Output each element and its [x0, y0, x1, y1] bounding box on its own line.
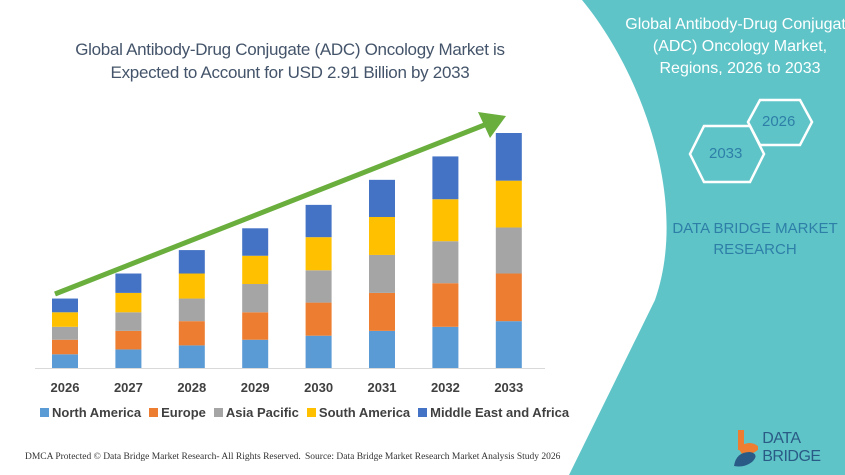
bar-segment-middle-east-and-africa-2029: [242, 228, 269, 256]
source-text: Source: Data Bridge Market Research Mark…: [305, 452, 561, 462]
bar-segment-north-america-2028: [178, 345, 205, 368]
bar-segment-south-america-2033: [495, 180, 522, 228]
bar-segment-north-america-2030: [305, 335, 332, 368]
logo: DATA BRIDGE: [730, 428, 845, 468]
bar-segment-middle-east-and-africa-2028: [178, 250, 205, 274]
bar-segment-south-america-2031: [369, 216, 395, 255]
chart-title: Global Antibody-Drug Conjugate (ADC) Onc…: [75, 40, 505, 82]
legend-swatch: [418, 408, 428, 417]
bar-segment-asia-pacific-2033: [495, 227, 522, 274]
x-tick-label: 2031: [368, 380, 397, 395]
legend-item: Middle East and Africa: [418, 405, 569, 420]
bar-segment-south-america-2032: [432, 199, 459, 242]
bar-segment-europe-2031: [369, 292, 395, 331]
side-panel: [569, 0, 845, 475]
bar-segment-europe-2029: [242, 312, 269, 340]
bar-segment-europe-2026: [52, 339, 78, 355]
bar-segment-europe-2032: [432, 283, 459, 327]
bar-segment-north-america-2026: [52, 354, 78, 368]
side-title-line: Global Antibody-Drug Conjugate: [625, 16, 845, 33]
x-tick-label: 2032: [431, 380, 460, 395]
brand-line: DATA BRIDGE MARKET: [672, 220, 838, 237]
logo-text: DATA BRIDGE: [762, 430, 821, 465]
bar-segment-middle-east-and-africa-2026: [52, 298, 78, 313]
bar-segment-north-america-2027: [115, 349, 142, 368]
hexagon-2026: [746, 98, 814, 147]
trend-arrow-head: [478, 112, 506, 138]
bar-segment-middle-east-and-africa-2033: [495, 133, 522, 181]
legend-label: South America: [318, 405, 411, 420]
hexagon-2033: [688, 124, 766, 184]
bar-segment-south-america-2028: [178, 273, 205, 299]
legend-swatch: [213, 408, 223, 417]
bar-segment-asia-pacific-2032: [432, 241, 459, 284]
bar-segment-south-america-2030: [305, 237, 332, 271]
bar-segment-south-america-2026: [52, 312, 78, 327]
side-title-line: Regions, 2026 to 2033: [659, 60, 821, 77]
bar-segment-asia-pacific-2026: [52, 326, 78, 340]
bar-segment-middle-east-and-africa-2027: [115, 273, 142, 293]
bar-segment-middle-east-and-africa-2031: [369, 179, 395, 217]
bar-segment-asia-pacific-2029: [242, 284, 269, 313]
legend-item: Asia Pacific: [213, 405, 299, 420]
legend-label: Middle East and Africa: [430, 405, 570, 420]
bar-segment-north-america-2031: [369, 330, 395, 368]
trend-arrow: [54, 121, 488, 297]
legend-label: Asia Pacific: [225, 405, 299, 420]
bar-segment-europe-2033: [495, 273, 522, 322]
legend-item: South America: [306, 405, 411, 420]
x-tick-label: 2033: [494, 380, 523, 395]
side-title-line: (ADC) Oncology Market,: [652, 38, 828, 55]
x-tick-label: 2029: [241, 380, 270, 395]
brand-line: RESEARCH: [713, 241, 797, 258]
bar-segment-asia-pacific-2031: [369, 254, 395, 293]
bar-segment-europe-2030: [305, 302, 332, 336]
legend-swatch: [40, 408, 49, 417]
copyright-text: DMCA Protected © Data Bridge Market Rese…: [25, 452, 301, 462]
bar-segment-north-america-2032: [432, 326, 459, 368]
legend-label: North America: [52, 405, 142, 420]
bar-segment-south-america-2027: [115, 292, 142, 313]
legend-swatch: [149, 408, 159, 417]
x-tick-label: 2027: [114, 380, 143, 395]
bar-segment-europe-2027: [115, 330, 142, 350]
hex-label-2026: 2026: [762, 113, 796, 130]
bar-segment-europe-2028: [178, 321, 205, 346]
bar-segment-north-america-2033: [495, 321, 522, 368]
bar-segment-asia-pacific-2030: [305, 270, 332, 303]
legend-swatch: [306, 408, 316, 417]
bar-segment-south-america-2029: [242, 255, 269, 285]
x-tick-label: 2026: [51, 380, 80, 395]
hex-label-2033: 2033: [709, 145, 743, 162]
bar-segment-asia-pacific-2028: [178, 298, 205, 322]
legend-item: North America: [40, 405, 141, 420]
legend-item: Europe: [149, 405, 206, 420]
legend: North America Europe Asia Pacific South Ame…: [40, 405, 569, 420]
logo-icon: [734, 430, 759, 467]
x-tick-label: 2030: [304, 380, 333, 395]
x-tick-label: 2028: [177, 380, 206, 395]
bar-segment-middle-east-and-africa-2032: [432, 156, 459, 200]
bar-segment-middle-east-and-africa-2030: [305, 204, 332, 238]
bar-segment-asia-pacific-2027: [115, 312, 142, 331]
bar-segment-north-america-2029: [242, 339, 269, 368]
legend-label: Europe: [161, 405, 206, 420]
brand-text: DATA BRIDGE MARKET RESEARCH: [640, 218, 845, 260]
side-title: Global Antibody-Drug Conjugate (ADC) Onc…: [620, 14, 845, 80]
